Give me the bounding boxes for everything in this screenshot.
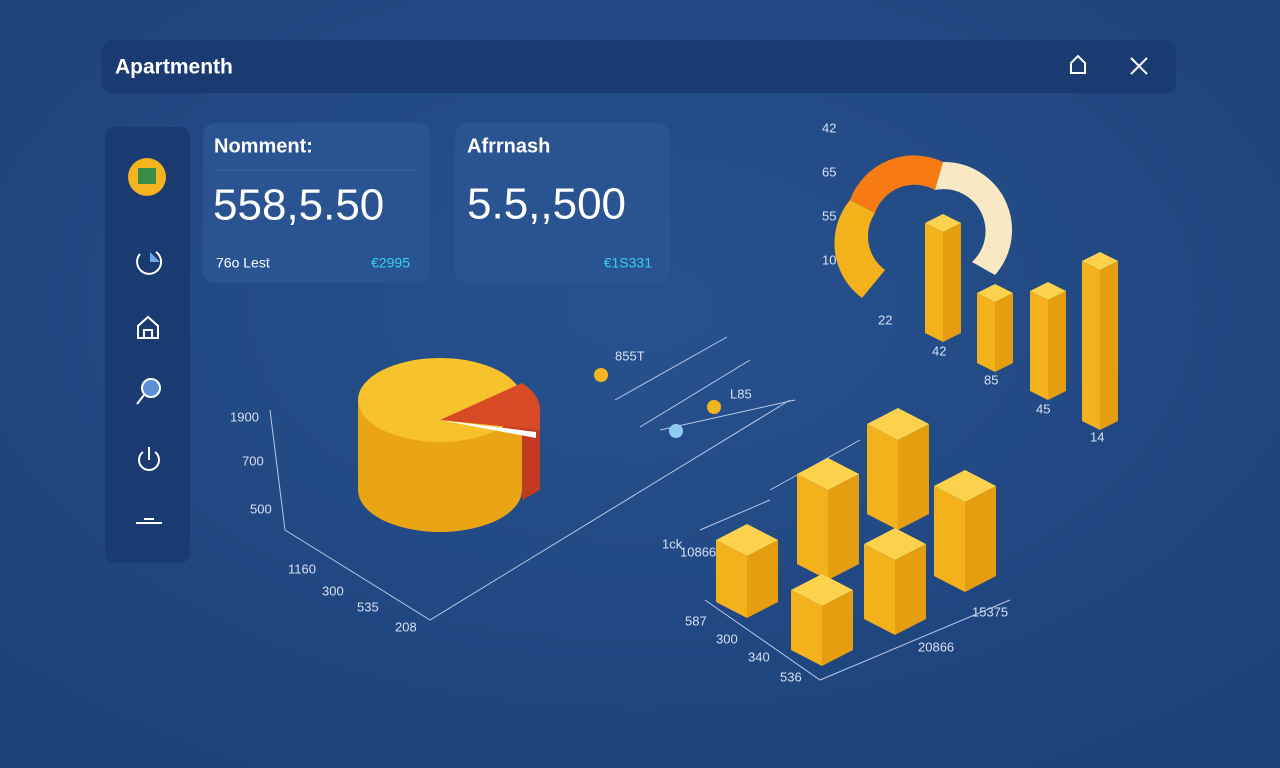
home-button[interactable] [1070,54,1086,74]
block-face-right [965,486,996,592]
legend-line [614,336,728,401]
axis-label: 300 [716,631,738,646]
axis-label: 500 [250,501,272,516]
block-face-right [895,544,926,635]
block-face-left [1030,291,1048,400]
legend-label: 855T [615,348,645,363]
block-face-left [867,424,898,530]
nav-icon-search-handle [136,394,145,405]
axis-label: 587 [685,613,707,628]
block-face-left [934,486,965,592]
block-face-right [828,474,859,580]
block-face-left [977,293,995,372]
pie-slice [440,383,541,430]
bar-label: 22 [878,312,892,327]
legend-line [639,359,751,428]
block-face-top [925,214,961,232]
axis-label: 535 [357,599,379,614]
axis-label: 208 [395,619,417,634]
pie-axis [269,399,791,621]
bar-label: 45 [1036,401,1050,416]
block-face-top [1030,282,1066,300]
block-face-left [716,540,747,618]
nav-icon-chart-accent [150,252,160,262]
block-face-right [1048,291,1066,400]
axis-label: 340 [748,649,770,664]
block-face-right [822,590,853,666]
ring-segment [834,200,885,298]
card [203,123,430,283]
card-title: Afrrnash [467,135,550,157]
block-face-right [995,293,1013,372]
block-chart [716,408,996,666]
block-face-top [1082,252,1118,270]
bar-label: 42 [932,343,946,358]
ring-segment [935,161,1013,275]
axis-label: 536 [780,669,802,684]
card-change: €2995 [371,255,410,271]
axis-label: 700 [242,453,264,468]
bar-label: 85 [984,372,998,387]
card-change: €1S331 [604,255,652,271]
card-title: Nomment: [214,135,313,157]
card [455,123,670,283]
axis-label: 300 [322,583,344,598]
nav-icon-menu[interactable] [136,518,162,524]
logo-mark [138,168,156,184]
block-face-left [925,223,943,342]
header-bar [102,40,1176,93]
header-title: Apartmenth [115,56,233,79]
block-face-right [1100,261,1118,430]
block-face-top [797,458,859,490]
block-face-left [797,474,828,580]
block-face-left [791,590,822,666]
card-value: 5.5,,500 [467,180,626,229]
legend-dot [707,400,721,414]
card-value: 558,5.50 [213,181,384,230]
block-face-top [934,470,996,502]
legend-line [659,399,796,431]
axis-label: 10 [822,252,836,267]
ring-segment [850,155,943,213]
axis-label: 15375 [972,604,1008,619]
block-face-left [1082,261,1100,430]
axis-label: 20866 [918,639,954,654]
close-button[interactable] [1130,57,1148,75]
bar-label: 14 [1090,429,1104,444]
pie-slice-edge [440,420,536,438]
block-face-right [943,223,961,342]
block-face-left [864,544,895,635]
legend-dot [594,368,608,382]
nav-icon-search[interactable] [141,378,161,398]
axis-label: 42 [822,120,836,135]
nav-icon-chart[interactable] [136,251,163,275]
block-face-right [747,540,778,618]
block-face-top [716,524,778,556]
block-face-right [898,424,929,530]
axis-label: 65 [822,164,836,179]
legend-label: L85 [730,386,752,401]
card-note: 76o Lest [216,255,270,271]
legend-dot [669,424,683,438]
axis-label: 1160 [288,561,316,576]
block-face-top [791,574,853,606]
block-face-top [867,408,929,440]
axis-label: 55 [822,208,836,223]
axis-label: 10866 [680,544,716,559]
block-face-top [977,284,1013,302]
axis-label: 1900 [230,409,259,424]
nav-icon-home[interactable] [137,315,159,339]
sidebar [105,127,190,563]
axis-label: 1ck [662,536,683,551]
nav-icon-power[interactable] [138,447,160,471]
ring-chart [834,155,1118,430]
block-face-top [864,528,926,560]
